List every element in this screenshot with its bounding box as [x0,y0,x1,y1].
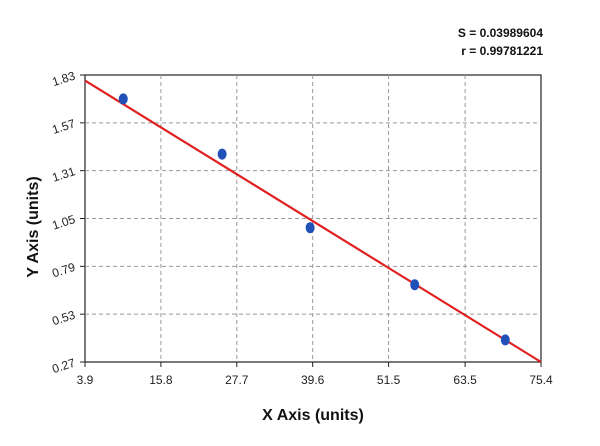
x-tick-label: 27.7 [225,373,249,387]
data-point [305,222,315,234]
y-tick-label: 1.83 [50,68,77,89]
s-statistic: S = 0.03989604 [458,26,543,40]
regression-line [84,79,542,363]
r-statistic: r = 0.99781221 [461,44,543,58]
axis-ticks: 3.9 15.8 27.7 39.6 51.5 63.5 75.4 0.27 0.53 0.79 1… [50,68,553,387]
y-tick-label: 0.79 [50,260,77,281]
x-tick-label: 75.4 [529,373,553,387]
y-axis-title: Y Axis (units) [25,176,42,277]
fit-line-layer [84,79,542,363]
y-tick-label: 1.57 [50,116,77,137]
x-tick-label: 51.5 [377,373,401,387]
x-tick-label: 39.6 [301,373,325,387]
y-tick-label: 0.53 [50,308,77,329]
data-point [500,334,510,346]
x-tick-label: 15.8 [149,373,173,387]
y-tick-label: 1.05 [50,212,77,233]
data-point [410,279,420,291]
data-point [217,148,227,160]
x-axis-title: X Axis (units) [262,407,364,424]
x-tick-label: 63.5 [453,373,477,387]
data-point [118,93,128,105]
x-tick-label: 3.9 [77,373,94,387]
y-tick-label: 0.27 [50,355,77,376]
y-tick-label: 1.31 [50,164,77,185]
data-points [118,93,510,346]
